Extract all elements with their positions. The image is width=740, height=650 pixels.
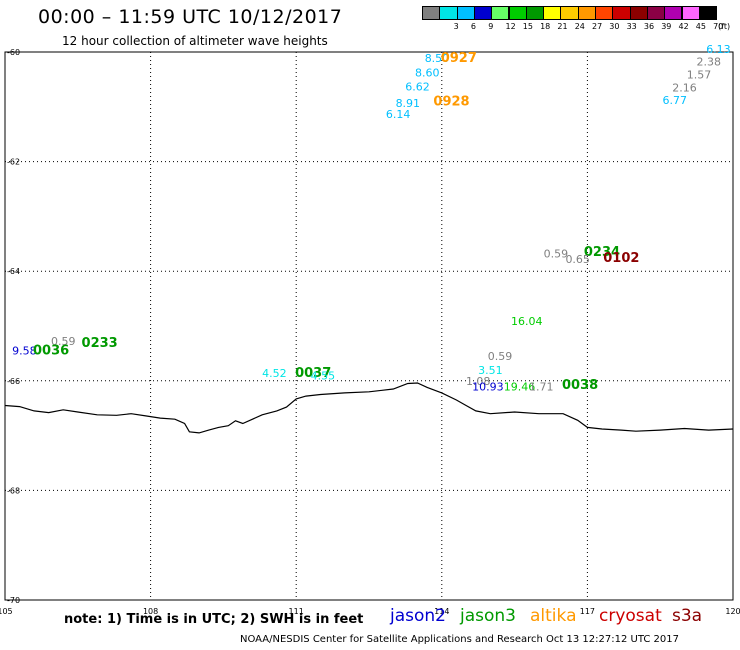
wave-height-label: 2.38 [696, 56, 721, 69]
wave-height-label: 4.52 [262, 367, 287, 380]
lat-tick-label: -68 [7, 486, 20, 495]
legend-label: 36 [643, 22, 655, 31]
wave-height-label: 2.16 [672, 81, 697, 94]
legend-label: 45 [695, 22, 706, 31]
wave-height-label: 3.51 [478, 364, 503, 377]
pass-time-label: 0037 [295, 366, 331, 381]
wave-height-label: 9.58 [12, 344, 37, 357]
wave-height-label: 6.13 [706, 43, 731, 56]
legend-label: 6 [470, 22, 476, 31]
wave-height-label: 6.77 [663, 94, 688, 107]
satellite-s3a: s3a [672, 606, 703, 626]
legend-label: 70 [713, 22, 724, 31]
legend-label: 27 [592, 22, 603, 31]
wave-height-label: 1.71 [529, 381, 554, 394]
lon-tick-label: 117 [580, 607, 595, 616]
wave-height-label: 1.08 [466, 375, 491, 388]
legend-label: 24 [574, 22, 585, 31]
wave-height-label: 0.59 [51, 335, 76, 348]
satellite-jason3: jason3 [460, 606, 516, 626]
legend-label: 12 [505, 22, 516, 31]
lon-tick-label: 111 [289, 607, 304, 616]
footnote: note: 1) Time is in UTC; 2) SWH is in fe… [64, 612, 364, 627]
legend-label: 42 [678, 22, 689, 31]
lat-tick-label: -70 [7, 596, 20, 605]
pass-time-label: 0038 [562, 378, 598, 393]
satellite-cryosat: cryosat [599, 606, 662, 626]
legend-label: 9 [488, 22, 494, 31]
wave-height-label: 6.62 [405, 80, 430, 93]
satellite-altika: altika [530, 606, 577, 626]
wave-height-label: 4.55 [311, 370, 336, 383]
pass-time-label: 0102 [603, 251, 639, 266]
legend-label: 18 [540, 22, 551, 31]
lat-tick-label: -64 [7, 267, 20, 276]
lat-tick-label: -66 [7, 377, 20, 386]
legend-swatch [698, 6, 718, 20]
antarctic-coastline [4, 382, 734, 434]
legend-label: 33 [626, 22, 637, 31]
wave-height-label: 1.57 [687, 68, 712, 81]
wave-height-label: 8.91 [396, 97, 421, 110]
map-title: 00:00 – 11:59 UTC 10/12/2017 [38, 6, 343, 28]
lon-tick-label: 108 [143, 607, 158, 616]
pass-time-label: 0036 [33, 343, 69, 358]
pass-time-label: 0927 [441, 51, 477, 66]
satellite-jason2: jason2 [390, 606, 446, 626]
legend-label: 30 [609, 22, 620, 31]
wave-height-label: 0.59 [488, 350, 513, 363]
lon-tick-label: 114 [434, 607, 449, 616]
wave-height-label: 0.59 [544, 248, 569, 261]
wave-height-label: 10.93 [472, 381, 504, 394]
lat-tick-label: -60 [7, 48, 20, 57]
wave-height-label: 8.50 [425, 52, 450, 65]
wave-height-label: 6.14 [386, 108, 411, 121]
lon-tick-label: 105 [0, 607, 13, 616]
wave-height-label: 8.60 [415, 67, 440, 80]
legend-label: 3 [453, 22, 459, 31]
legend-unit: (ft) [718, 22, 731, 31]
legend-label: 15 [522, 22, 533, 31]
wave-height-label: 16.04 [511, 315, 543, 328]
pass-time-label: 0233 [82, 336, 118, 351]
credit-line: NOAA/NESDIS Center for Satellite Applica… [240, 634, 679, 645]
pass-time-label: 0928 [433, 95, 469, 110]
wave-height-label: 0.65 [565, 253, 590, 266]
legend-label: 21 [557, 22, 568, 31]
lon-tick-label: 120 [725, 607, 740, 616]
lat-tick-label: -62 [7, 158, 20, 167]
map-frame [4, 51, 734, 601]
wave-height-label: 19.46 [504, 381, 536, 394]
legend-label: 39 [661, 22, 672, 31]
pass-time-label: 0234 [584, 245, 620, 260]
map-subtitle: 12 hour collection of altimeter wave hei… [62, 34, 328, 48]
